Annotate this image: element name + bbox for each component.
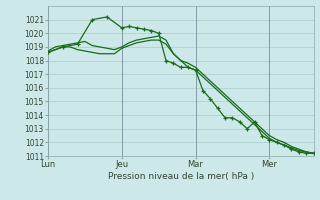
- X-axis label: Pression niveau de la mer( hPa ): Pression niveau de la mer( hPa ): [108, 172, 254, 181]
